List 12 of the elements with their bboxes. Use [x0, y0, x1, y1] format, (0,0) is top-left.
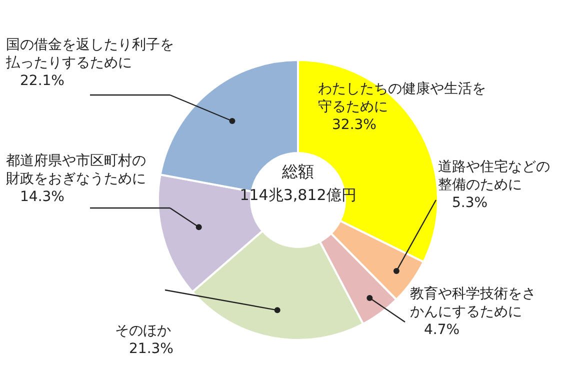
- text: 総額: [281, 162, 315, 183]
- data-label: 32.3%: [331, 116, 378, 134]
- data-label: 14.3%: [19, 188, 66, 206]
- data-label: 5.3%: [451, 194, 489, 212]
- data-label: 4.7%: [423, 321, 461, 339]
- data-label: 21.3%: [128, 340, 174, 358]
- slice-label: 都道府県や市区町村の財政をおぎなうために: [6, 152, 147, 188]
- slice-label: 道路や住宅などの整備のために: [438, 158, 551, 194]
- slice-label: 国の借金を返したり利子を払ったりするために: [6, 36, 175, 72]
- data-label: 22.1%: [19, 72, 66, 90]
- slice-label: そのほか: [115, 322, 172, 340]
- slice-label: 教育や科学技術をさかんにするために: [410, 285, 537, 321]
